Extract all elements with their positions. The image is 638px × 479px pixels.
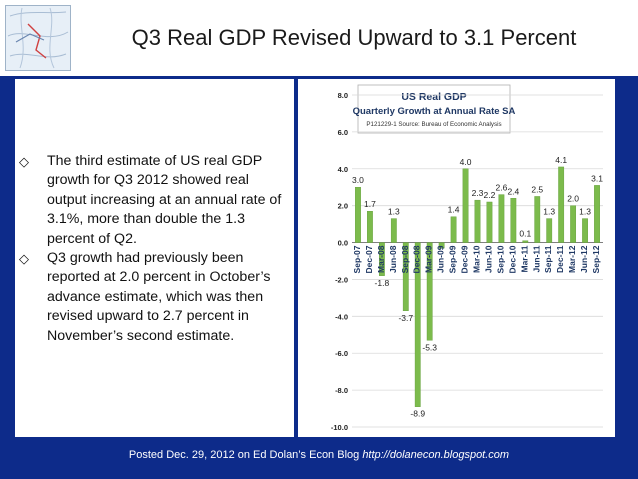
gdp-bar — [438, 242, 445, 249]
bar-value-label: 1.3 — [579, 207, 591, 217]
gdp-bar — [378, 242, 385, 276]
footer: Posted Dec. 29, 2012 on Ed Dolan’s Econ … — [0, 449, 638, 471]
x-category-label: Mar-08 — [376, 245, 386, 273]
bar-value-label: -8.9 — [410, 409, 425, 419]
x-category-label: Sep-11 — [543, 245, 553, 273]
bar-value-label: 2.6 — [495, 183, 507, 193]
y-tick-label: -8.0 — [335, 386, 348, 395]
bar-value-label: 1.3 — [543, 207, 555, 217]
bar-value-label: 4.1 — [555, 155, 567, 165]
gdp-bar — [402, 242, 409, 312]
footer-text: Posted Dec. 29, 2012 on Ed Dolan’s Econ … — [128, 449, 360, 461]
gdp-bar — [390, 218, 397, 243]
x-category-label: Sep-10 — [495, 245, 505, 273]
footer-url: http://dolanecon.blogspot.com — [362, 449, 510, 461]
bar-value-label: 2.3 — [472, 188, 484, 198]
x-category-label: Sep-07 — [352, 245, 362, 273]
bar-value-label: 0.1 — [519, 229, 531, 239]
text-panel: ◇ The third estimate of US real GDP grow… — [15, 79, 294, 437]
x-category-label: Dec-09 — [460, 245, 470, 273]
gdp-bar — [355, 187, 361, 243]
x-category-label: Mar-12 — [567, 245, 577, 273]
chart-source-note: P121229-1 Source: Bureau of Economic Ana… — [366, 121, 501, 128]
bullet-text: Q3 growth had previously been reported a… — [47, 250, 271, 344]
gdp-bar — [450, 216, 457, 243]
x-category-label: Dec-11 — [555, 245, 565, 273]
globe-map-logo — [5, 5, 71, 71]
gdp-bar — [594, 185, 600, 243]
bar-value-label: 1.3 — [388, 207, 400, 217]
x-category-label: Sep-08 — [400, 245, 410, 273]
bullet-text: The third estimate of US real GDP growth… — [47, 153, 282, 247]
gdp-bar — [570, 205, 577, 243]
bar-value-label: 2.2 — [484, 190, 496, 200]
bar-value-label: 3.0 — [352, 175, 364, 185]
gdp-bar — [367, 210, 373, 243]
bullet-item: ◇ The third estimate of US real GDP grow… — [19, 152, 291, 249]
gdp-bar — [546, 218, 553, 243]
chart-subtitle: Quarterly Growth at Annual Rate SA — [353, 106, 516, 117]
slide-title: Q3 Real GDP Revised Upward to 3.1 Percen… — [131, 25, 577, 50]
y-tick-label: 4.0 — [338, 165, 348, 174]
diamond-outline-icon: ◇ — [19, 154, 29, 169]
x-category-label: Mar-10 — [472, 245, 482, 273]
y-tick-label: -6.0 — [335, 349, 348, 358]
x-category-label: Jun-11 — [531, 245, 541, 272]
gdp-bar — [474, 199, 481, 243]
gdp-bar — [486, 201, 493, 243]
y-tick-label: -2.0 — [335, 275, 348, 284]
chart-title: US Real GDP — [401, 91, 466, 103]
gdp-bar — [522, 240, 529, 243]
diamond-outline-icon: ◇ — [19, 251, 29, 266]
x-category-label: Jun-10 — [483, 245, 493, 273]
y-tick-label: -10.0 — [331, 423, 348, 432]
y-tick-label: 6.0 — [338, 128, 348, 137]
x-category-label: Sep-12 — [591, 245, 601, 273]
gdp-bar — [582, 218, 588, 243]
gdp-bar — [510, 198, 517, 243]
gdp-bar — [414, 242, 421, 407]
chart-title-box — [357, 84, 511, 134]
bar-value-label: -5.3 — [422, 342, 437, 352]
y-tick-label: -4.0 — [335, 312, 348, 321]
gdp-bar-chart: US Real GDP Quarterly Growth at Annual R… — [331, 84, 603, 432]
bar-value-label: 2.5 — [531, 184, 543, 194]
bar-value-label: 1.7 — [364, 199, 376, 209]
bullet-item: ◇ Q3 growth had previously been reported… — [19, 249, 291, 346]
y-tick-label: 0.0 — [338, 239, 348, 248]
bar-value-label: 4.0 — [460, 157, 472, 167]
gdp-bar — [498, 194, 505, 243]
x-category-label: Jun-09 — [436, 245, 446, 273]
x-category-label: Jun-12 — [579, 245, 589, 273]
y-tick-label: 2.0 — [338, 202, 348, 211]
x-category-label: Mar-11 — [519, 245, 529, 272]
x-category-label: Jun-08 — [388, 245, 398, 273]
y-tick-label: 8.0 — [338, 91, 348, 100]
x-category-label: Dec-10 — [507, 245, 517, 273]
bar-value-label: 3.1 — [591, 173, 603, 183]
x-category-label: Sep-09 — [448, 245, 458, 273]
x-category-label: Dec-07 — [364, 245, 374, 273]
bar-value-label: 2.0 — [567, 194, 579, 204]
x-category-label: Mar-09 — [424, 245, 434, 273]
bar-value-label: 1.4 — [448, 205, 460, 215]
bar-value-label: -1.8 — [375, 278, 390, 288]
x-category-label: Dec-08 — [412, 245, 422, 273]
gdp-bar — [558, 166, 565, 243]
bar-value-label: 2.4 — [507, 186, 519, 196]
gdp-bar — [462, 168, 469, 243]
gdp-bar — [534, 196, 541, 243]
bar-value-label: -3.7 — [398, 313, 413, 323]
chart-panel: US Real GDP Quarterly Growth at Annual R… — [298, 79, 615, 437]
header-band: Q3 Real GDP Revised Upward to 3.1 Percen… — [0, 0, 638, 76]
gdp-bar — [426, 242, 433, 341]
globe-map-icon — [6, 6, 70, 70]
